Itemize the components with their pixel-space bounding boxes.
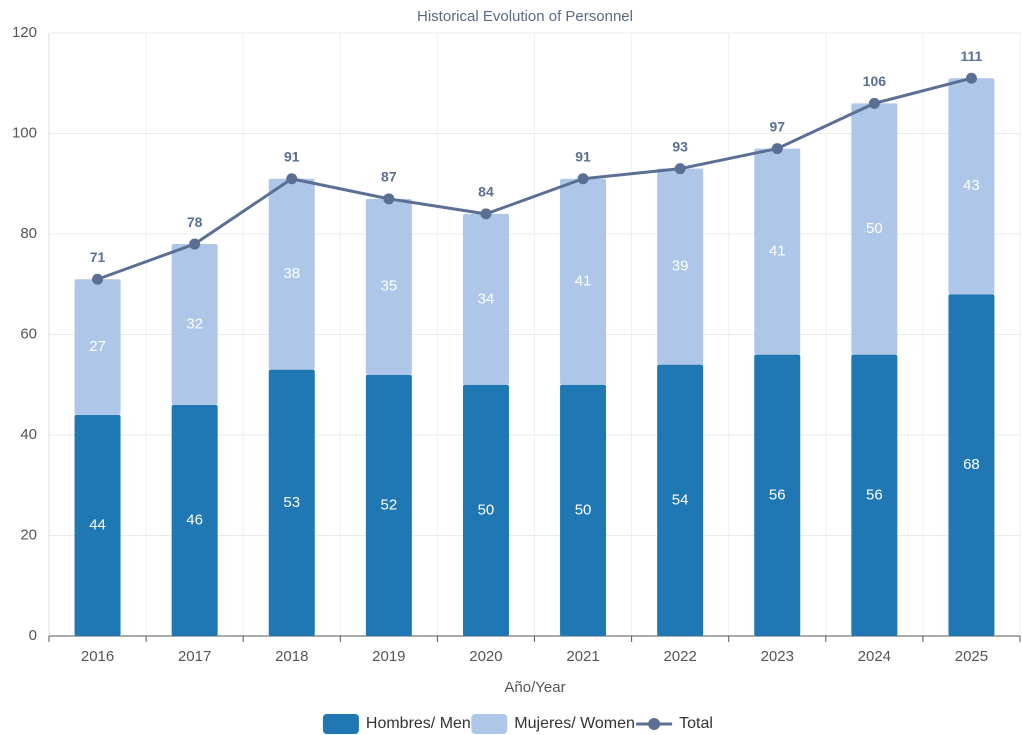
- bar: [657, 364, 704, 636]
- legend-swatch: [322, 714, 359, 734]
- bar: [268, 369, 315, 636]
- x-tick-label: 2019: [372, 648, 405, 665]
- total-label: 87: [381, 169, 397, 185]
- point: [383, 193, 395, 205]
- y-tick-label: 120: [12, 24, 37, 41]
- bar: [462, 384, 509, 636]
- x-tick-label: 2020: [469, 648, 502, 665]
- bar-label: 39: [672, 258, 689, 275]
- total-label: 71: [90, 249, 106, 265]
- y-tick-label: 60: [20, 325, 37, 342]
- y-tick-label: 0: [29, 627, 37, 644]
- x-tick-label: 2018: [275, 648, 308, 665]
- bar-label: 38: [283, 265, 300, 282]
- bar: [560, 384, 607, 636]
- bar: [754, 148, 801, 355]
- x-tick-label: 2022: [663, 648, 696, 665]
- bar: [851, 103, 898, 355]
- bar-label: 43: [963, 177, 980, 194]
- bar-label: 68: [963, 456, 980, 473]
- legend-label: Total: [679, 715, 713, 732]
- total-label: 93: [672, 138, 688, 154]
- bar-label: 46: [186, 511, 203, 528]
- bar: [754, 354, 801, 636]
- point: [577, 173, 589, 185]
- x-tick-label: 2017: [178, 648, 211, 665]
- x-tick-label: 2021: [566, 648, 599, 665]
- point: [965, 72, 977, 84]
- x-tick-label: 2023: [761, 648, 794, 665]
- bar-label: 56: [866, 486, 883, 503]
- bar-label: 35: [381, 278, 398, 295]
- bar-label: 27: [89, 338, 106, 355]
- bar: [365, 198, 412, 375]
- legend-point: [648, 718, 661, 730]
- total-label: 84: [478, 184, 494, 200]
- bar-label: 50: [575, 501, 592, 518]
- legend-swatch: [471, 714, 508, 734]
- bar: [657, 168, 704, 365]
- bar: [171, 244, 218, 405]
- bar-label: 41: [769, 243, 786, 260]
- y-tick-label: 40: [20, 426, 37, 443]
- bar-label: 53: [283, 494, 300, 511]
- bar: [462, 213, 509, 385]
- chart-title: Historical Evolution of Personnel: [417, 8, 633, 25]
- bar: [268, 178, 315, 370]
- line: [97, 76, 972, 281]
- point: [480, 208, 492, 220]
- x-tick-label: 2025: [955, 648, 988, 665]
- bar-label: 54: [672, 491, 689, 508]
- x-tick-label: 2016: [81, 648, 114, 665]
- y-tick-label: 20: [20, 526, 37, 543]
- total-label: 91: [575, 148, 591, 164]
- bar: [948, 294, 995, 636]
- bar: [560, 178, 607, 385]
- legend-label: Mujeres/ Women: [514, 715, 635, 732]
- point: [868, 97, 880, 109]
- point: [674, 163, 686, 175]
- point: [189, 238, 201, 250]
- point: [286, 173, 298, 185]
- bar-label: 50: [478, 501, 495, 518]
- total-label: 78: [187, 214, 203, 230]
- bar-label: 41: [575, 273, 592, 290]
- point: [92, 273, 104, 285]
- bar-label: 34: [478, 290, 495, 307]
- total-label: 111: [961, 48, 983, 64]
- total-label: 97: [769, 118, 785, 134]
- point: [771, 143, 783, 155]
- bar: [74, 279, 121, 415]
- legend-label: Hombres/ Men: [366, 715, 471, 732]
- total-label: 91: [284, 148, 300, 164]
- bar: [365, 374, 412, 636]
- total-label: 106: [863, 73, 887, 89]
- bar: [171, 404, 218, 636]
- bar-label: 44: [89, 516, 106, 533]
- bar-label: 52: [381, 496, 398, 513]
- y-tick-label: 80: [20, 225, 37, 242]
- bar: [948, 78, 995, 295]
- bar: [851, 354, 898, 636]
- y-tick-label: 100: [12, 124, 37, 141]
- bar-label: 32: [186, 315, 203, 332]
- x-tick-label: 2024: [858, 648, 891, 665]
- bar-label: 56: [769, 486, 786, 503]
- bar-label: 50: [866, 220, 883, 237]
- x-axis-label: Año/Year: [504, 679, 565, 696]
- bar: [74, 414, 121, 636]
